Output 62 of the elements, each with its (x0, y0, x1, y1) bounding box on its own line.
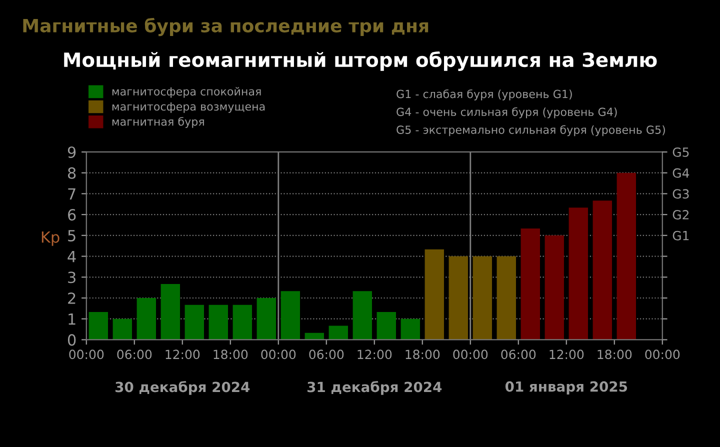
bar (88, 312, 108, 340)
x-tick-label: 06:00 (501, 350, 536, 360)
y-tick-label: 4 (68, 250, 76, 262)
y-tick-label: 0 (68, 334, 76, 346)
x-tick-label: 18:00 (214, 350, 248, 360)
category-label: G2 (672, 210, 689, 220)
bar (256, 298, 276, 340)
category-label: G3 (672, 189, 689, 199)
bar (448, 256, 468, 340)
x-tick-label: 18:00 (598, 350, 632, 360)
y-tick-label: 9 (68, 146, 76, 158)
category-label: G1 (672, 230, 689, 240)
category-label: G5 (672, 147, 689, 157)
y-axis-title: Kp (42, 232, 60, 246)
y-tick-label: 3 (68, 272, 76, 284)
bar (328, 326, 348, 340)
bar (136, 298, 156, 340)
text: G5 - экстремально сильная буря (уровень G5) (396, 125, 665, 136)
x-tick-label: 00:00 (69, 350, 104, 360)
x-tick-label: 12:00 (358, 350, 392, 360)
x-tick-label: 00:00 (645, 350, 680, 360)
bar (232, 304, 252, 340)
bar (352, 291, 372, 340)
x-tick-label: 00:00 (261, 350, 296, 360)
chart-subtitle: Мощный геомагнитный шторм обрушился на Землю (64, 51, 657, 72)
bar (184, 304, 204, 340)
y-tick-label: 6 (68, 209, 76, 221)
legend-label: магнитная буря (112, 116, 204, 128)
bar (208, 304, 228, 340)
y-tick-label: 5 (68, 230, 76, 242)
bar (424, 249, 444, 340)
bar (616, 172, 636, 340)
bar (376, 312, 396, 340)
text: G4 - очень сильная буря (уровень G4) (396, 107, 617, 118)
bar (160, 284, 180, 340)
bar (496, 256, 516, 340)
x-tick-label: 00:00 (453, 350, 488, 360)
bar (280, 291, 300, 340)
bar (544, 235, 564, 340)
y-tick-label: 2 (68, 292, 76, 304)
legend-label: магнитосфера спокойная (112, 87, 261, 98)
bar (568, 208, 588, 340)
y-tick-label: 7 (68, 188, 76, 200)
y-tick-label: 8 (68, 167, 76, 179)
text: 01 января 2025 (505, 381, 628, 394)
bar (112, 318, 132, 340)
x-tick-label: 12:00 (166, 350, 200, 360)
x-tick-label: 18:00 (406, 350, 440, 360)
y-tick-label: 1 (68, 314, 76, 325)
bar (472, 256, 492, 340)
bar (520, 228, 540, 340)
text: G1 - слабая буря (уровень G1) (396, 89, 572, 100)
x-tick-label: 06:00 (117, 350, 152, 360)
bar (400, 318, 420, 340)
text: 31 декабря 2024 (308, 381, 442, 395)
x-tick-label: 12:00 (550, 350, 584, 360)
legend-label: магнитосфера возмущена (112, 102, 265, 113)
text: 30 декабря 2024 (116, 381, 250, 395)
category-label: G4 (672, 168, 690, 178)
x-tick-label: 06:00 (309, 350, 344, 360)
bar (592, 200, 612, 340)
chart-title: Магнитные бури за последние три дня (23, 18, 428, 36)
